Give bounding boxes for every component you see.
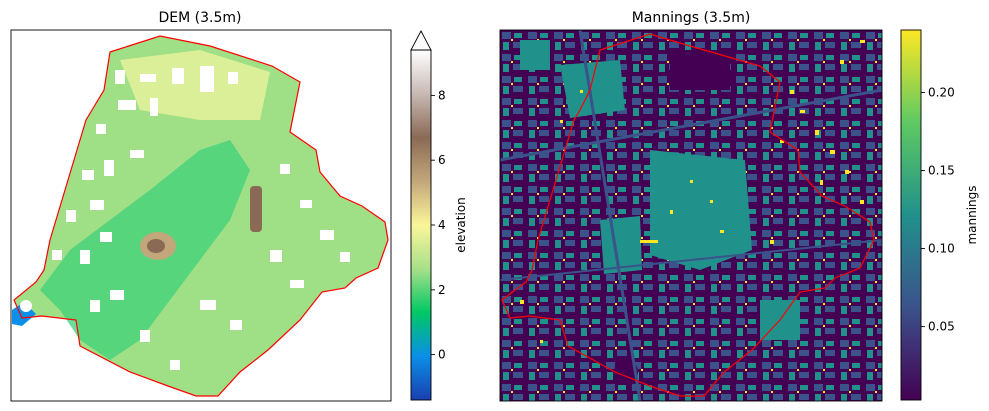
dem-high-feature: [250, 186, 262, 232]
mannings-high-roughness-spots: [520, 40, 865, 343]
mannings-title: Mannings (3.5m): [632, 10, 751, 26]
dem-axes-frame: [10, 29, 392, 402]
colorbar-tick-label: 0: [438, 348, 446, 362]
dem-title: DEM (3.5m): [159, 10, 242, 26]
mannings-boundary: [501, 33, 875, 397]
dem-colorbar-ticks: 0 2 4 6 8: [431, 88, 446, 362]
mannings-pond: [614, 360, 638, 384]
mannings-colorbar-label: mannings: [965, 185, 979, 244]
mannings-dark-block: [670, 50, 730, 90]
colorbar-tick-label: 0.05: [928, 320, 955, 334]
dem-colorbar-label: elevation: [454, 197, 468, 253]
colorbar-tick-label: 8: [438, 88, 446, 102]
mannings-colorbar-gradient: [901, 30, 921, 400]
mannings-colorbar-ticks: 0.05 0.10 0.15 0.20: [921, 85, 955, 334]
mannings-colorbar-frame: [900, 29, 922, 401]
colorbar-tick-label: 0.20: [928, 85, 955, 99]
mannings-green-area-1: [560, 60, 625, 118]
mannings-road-2: [578, 30, 642, 401]
dem-buildings: [20, 66, 350, 370]
mannings-green-area-2: [600, 216, 642, 274]
dem-raster: [12, 35, 389, 397]
colorbar-tick-label: 4: [438, 218, 446, 232]
mannings-axes-frame: [499, 29, 883, 402]
colorbar-tick-label: 0.10: [928, 242, 955, 256]
dem-colorbar-extend-arrow: [410, 30, 432, 51]
dem-panel: DEM (3.5m): [10, 10, 468, 402]
mannings-green-area-4: [520, 40, 550, 70]
colorbar-tick-label: 2: [438, 283, 446, 297]
mannings-panel: Mannings (3.5m): [499, 10, 979, 402]
dem-colorbar: 0 2 4 6 8 elevation: [410, 30, 468, 401]
colorbar-tick-label: 0.15: [928, 164, 955, 178]
mannings-park-area: [650, 150, 752, 270]
mannings-road-3: [500, 239, 882, 281]
mannings-road: [500, 88, 882, 162]
dem-boundary: [13, 35, 389, 397]
colorbar-tick-label: 6: [438, 153, 446, 167]
mannings-colorbar: 0.05 0.10 0.15 0.20 mannings: [900, 29, 979, 401]
mannings-raster: [500, 30, 882, 401]
dem-colorbar-gradient: [411, 50, 431, 400]
dem-high-mound-core: [147, 239, 165, 253]
